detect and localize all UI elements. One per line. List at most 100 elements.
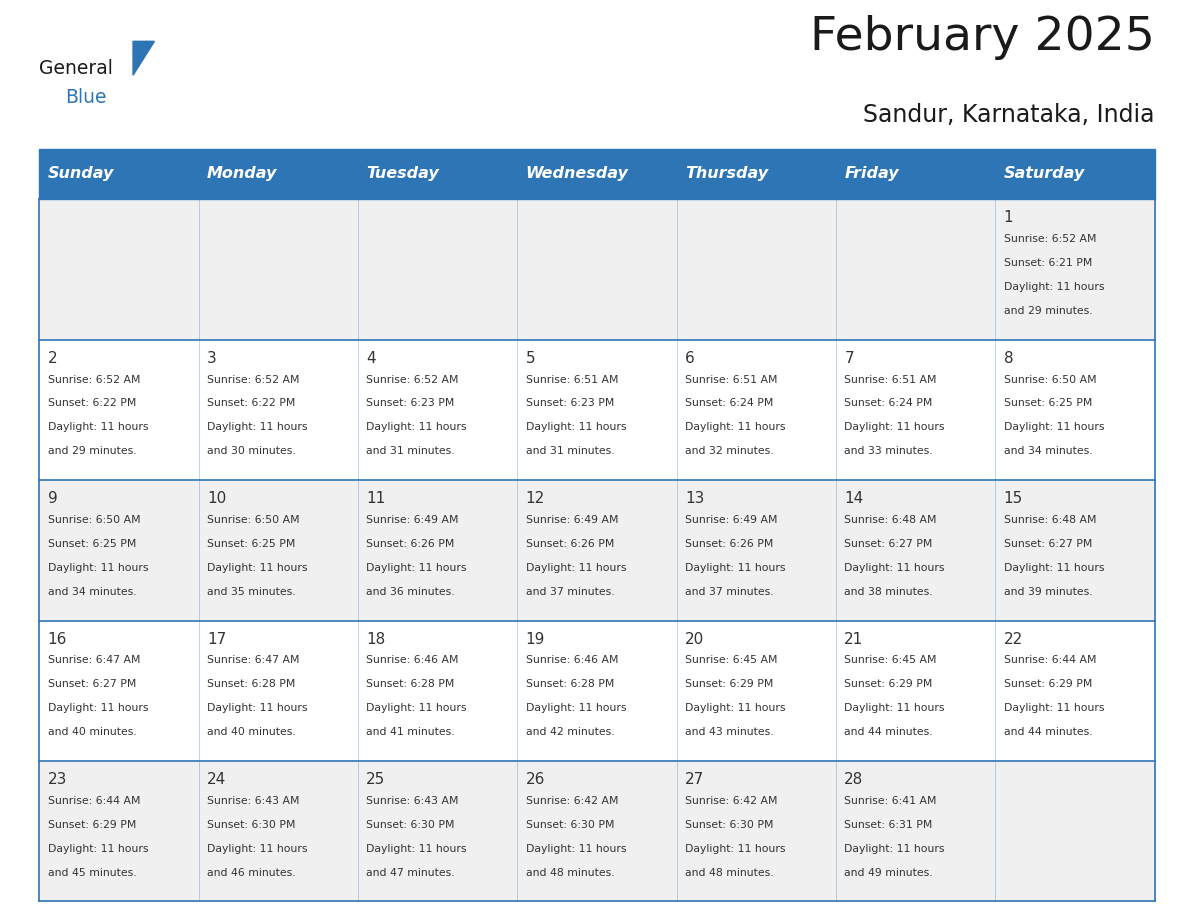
Text: Sunset: 6:26 PM: Sunset: 6:26 PM: [525, 539, 614, 549]
Text: Daylight: 11 hours: Daylight: 11 hours: [525, 422, 626, 432]
Text: Daylight: 11 hours: Daylight: 11 hours: [525, 844, 626, 854]
Text: Daylight: 11 hours: Daylight: 11 hours: [525, 703, 626, 713]
Text: Sunrise: 6:51 AM: Sunrise: 6:51 AM: [685, 375, 777, 385]
Text: Sunrise: 6:50 AM: Sunrise: 6:50 AM: [48, 515, 140, 525]
Text: and 37 minutes.: and 37 minutes.: [685, 587, 773, 597]
Text: Daylight: 11 hours: Daylight: 11 hours: [207, 422, 308, 432]
Text: Daylight: 11 hours: Daylight: 11 hours: [845, 703, 944, 713]
Text: Sunset: 6:29 PM: Sunset: 6:29 PM: [1004, 679, 1092, 689]
Text: Daylight: 11 hours: Daylight: 11 hours: [366, 703, 467, 713]
Text: 10: 10: [207, 491, 226, 506]
Text: Sunset: 6:30 PM: Sunset: 6:30 PM: [685, 820, 773, 830]
Text: and 34 minutes.: and 34 minutes.: [1004, 446, 1092, 456]
Text: and 38 minutes.: and 38 minutes.: [845, 587, 933, 597]
Text: and 35 minutes.: and 35 minutes.: [207, 587, 296, 597]
Text: Sunrise: 6:46 AM: Sunrise: 6:46 AM: [525, 655, 618, 666]
Text: 27: 27: [685, 772, 704, 787]
Text: 5: 5: [525, 351, 536, 365]
Text: 7: 7: [845, 351, 854, 365]
Text: Daylight: 11 hours: Daylight: 11 hours: [845, 422, 944, 432]
Text: and 31 minutes.: and 31 minutes.: [525, 446, 614, 456]
Text: Daylight: 11 hours: Daylight: 11 hours: [685, 703, 785, 713]
Text: Sunset: 6:21 PM: Sunset: 6:21 PM: [1004, 258, 1092, 268]
Text: Sunrise: 6:52 AM: Sunrise: 6:52 AM: [207, 375, 299, 385]
Text: Daylight: 11 hours: Daylight: 11 hours: [366, 563, 467, 573]
Text: 24: 24: [207, 772, 226, 787]
Text: and 34 minutes.: and 34 minutes.: [48, 587, 137, 597]
Text: Sunset: 6:28 PM: Sunset: 6:28 PM: [525, 679, 614, 689]
Text: February 2025: February 2025: [810, 15, 1155, 60]
Text: Sunset: 6:22 PM: Sunset: 6:22 PM: [207, 398, 296, 409]
Text: Sunrise: 6:51 AM: Sunrise: 6:51 AM: [525, 375, 618, 385]
Text: Daylight: 11 hours: Daylight: 11 hours: [1004, 422, 1104, 432]
Text: Sunset: 6:29 PM: Sunset: 6:29 PM: [685, 679, 773, 689]
Text: Sunrise: 6:51 AM: Sunrise: 6:51 AM: [845, 375, 937, 385]
Bar: [39, 480, 1155, 621]
Text: Daylight: 11 hours: Daylight: 11 hours: [366, 422, 467, 432]
Text: Sunset: 6:27 PM: Sunset: 6:27 PM: [845, 539, 933, 549]
Text: 1: 1: [1004, 210, 1013, 225]
Text: and 31 minutes.: and 31 minutes.: [366, 446, 455, 456]
Text: Sunrise: 6:44 AM: Sunrise: 6:44 AM: [48, 796, 140, 806]
Text: Sunset: 6:27 PM: Sunset: 6:27 PM: [1004, 539, 1092, 549]
Text: and 46 minutes.: and 46 minutes.: [207, 868, 296, 878]
Text: Sunset: 6:24 PM: Sunset: 6:24 PM: [845, 398, 933, 409]
Text: Tuesday: Tuesday: [366, 166, 440, 182]
Text: Daylight: 11 hours: Daylight: 11 hours: [1004, 563, 1104, 573]
Text: Sunrise: 6:43 AM: Sunrise: 6:43 AM: [207, 796, 299, 806]
Text: 25: 25: [366, 772, 385, 787]
Text: and 40 minutes.: and 40 minutes.: [207, 727, 296, 737]
Text: Sunrise: 6:47 AM: Sunrise: 6:47 AM: [207, 655, 299, 666]
Text: Blue: Blue: [65, 88, 107, 107]
Text: Sunset: 6:31 PM: Sunset: 6:31 PM: [845, 820, 933, 830]
Text: Daylight: 11 hours: Daylight: 11 hours: [366, 844, 467, 854]
Text: Sunrise: 6:45 AM: Sunrise: 6:45 AM: [845, 655, 937, 666]
Text: and 44 minutes.: and 44 minutes.: [845, 727, 933, 737]
Text: 8: 8: [1004, 351, 1013, 365]
Text: Sandur, Karnataka, India: Sandur, Karnataka, India: [864, 103, 1155, 127]
Text: Sunset: 6:22 PM: Sunset: 6:22 PM: [48, 398, 135, 409]
Text: Sunset: 6:25 PM: Sunset: 6:25 PM: [1004, 398, 1092, 409]
Text: Daylight: 11 hours: Daylight: 11 hours: [207, 563, 308, 573]
Text: Daylight: 11 hours: Daylight: 11 hours: [685, 563, 785, 573]
Text: Sunrise: 6:48 AM: Sunrise: 6:48 AM: [845, 515, 937, 525]
Text: Sunset: 6:23 PM: Sunset: 6:23 PM: [366, 398, 455, 409]
Text: Daylight: 11 hours: Daylight: 11 hours: [845, 844, 944, 854]
Text: and 30 minutes.: and 30 minutes.: [207, 446, 296, 456]
Text: Friday: Friday: [845, 166, 899, 182]
Text: and 29 minutes.: and 29 minutes.: [48, 446, 137, 456]
Text: 14: 14: [845, 491, 864, 506]
Text: Sunset: 6:26 PM: Sunset: 6:26 PM: [685, 539, 773, 549]
Text: Sunset: 6:29 PM: Sunset: 6:29 PM: [845, 679, 933, 689]
Bar: [39, 199, 1155, 340]
Text: Sunrise: 6:47 AM: Sunrise: 6:47 AM: [48, 655, 140, 666]
Text: Sunset: 6:30 PM: Sunset: 6:30 PM: [207, 820, 296, 830]
Text: 18: 18: [366, 632, 385, 646]
Text: Daylight: 11 hours: Daylight: 11 hours: [207, 703, 308, 713]
Text: Wednesday: Wednesday: [525, 166, 628, 182]
Text: 9: 9: [48, 491, 57, 506]
Text: Sunrise: 6:43 AM: Sunrise: 6:43 AM: [366, 796, 459, 806]
Text: Sunrise: 6:49 AM: Sunrise: 6:49 AM: [366, 515, 459, 525]
Text: Daylight: 11 hours: Daylight: 11 hours: [207, 844, 308, 854]
Text: Daylight: 11 hours: Daylight: 11 hours: [48, 703, 148, 713]
Bar: [39, 621, 1155, 761]
Text: Sunset: 6:30 PM: Sunset: 6:30 PM: [525, 820, 614, 830]
Text: General: General: [39, 59, 113, 78]
Text: 23: 23: [48, 772, 67, 787]
Text: and 32 minutes.: and 32 minutes.: [685, 446, 773, 456]
Text: Daylight: 11 hours: Daylight: 11 hours: [685, 844, 785, 854]
Text: Sunset: 6:28 PM: Sunset: 6:28 PM: [207, 679, 296, 689]
Text: 15: 15: [1004, 491, 1023, 506]
Bar: [39, 761, 1155, 901]
Text: Daylight: 11 hours: Daylight: 11 hours: [525, 563, 626, 573]
Text: Daylight: 11 hours: Daylight: 11 hours: [1004, 282, 1104, 292]
Text: and 41 minutes.: and 41 minutes.: [366, 727, 455, 737]
Text: Daylight: 11 hours: Daylight: 11 hours: [685, 422, 785, 432]
Text: and 29 minutes.: and 29 minutes.: [1004, 306, 1092, 316]
Text: Sunrise: 6:52 AM: Sunrise: 6:52 AM: [366, 375, 459, 385]
Text: 6: 6: [685, 351, 695, 365]
Text: Sunset: 6:28 PM: Sunset: 6:28 PM: [366, 679, 455, 689]
Text: Sunrise: 6:52 AM: Sunrise: 6:52 AM: [1004, 234, 1097, 244]
Bar: [39, 340, 1155, 480]
